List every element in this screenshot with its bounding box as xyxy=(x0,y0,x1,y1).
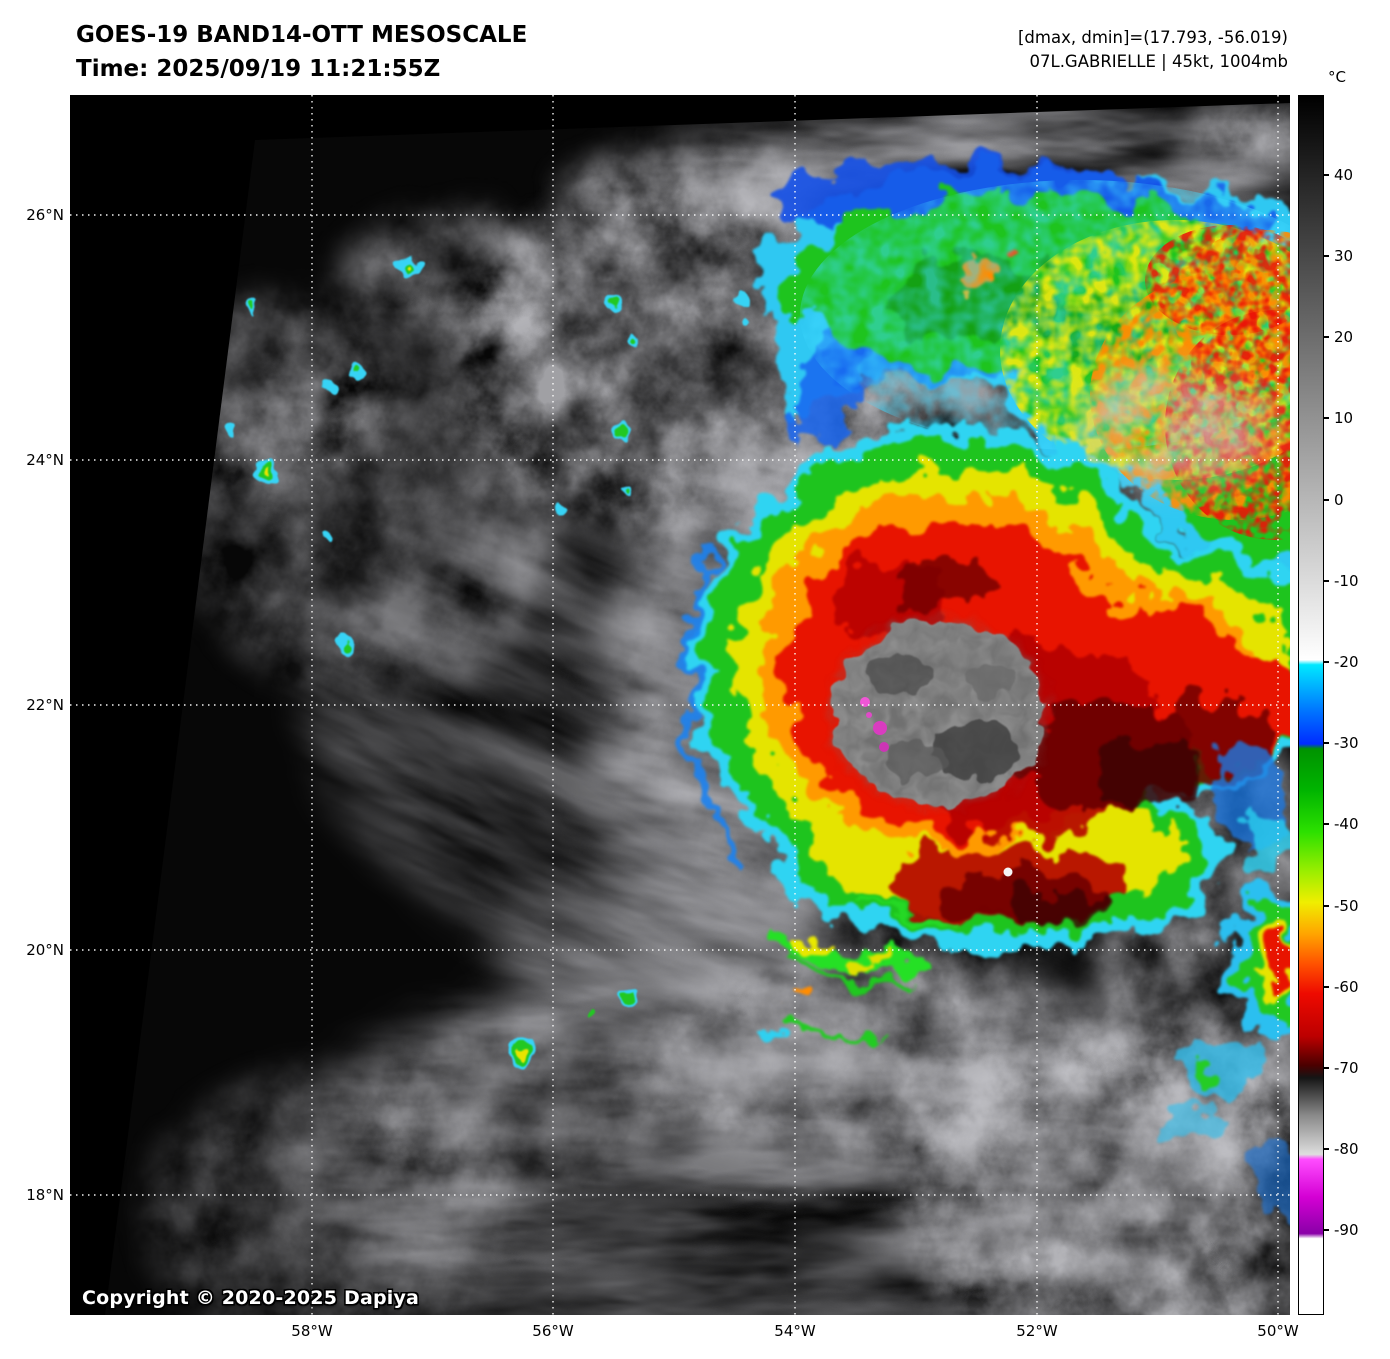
figure-title-block: GOES-19 BAND14-OTT MESOSCALE Time: 2025/… xyxy=(76,18,527,86)
right-edge-convection xyxy=(1160,740,1290,1225)
storm-identity-readout: 07L.GABRIELLE | 45kt, 1004mb xyxy=(1029,52,1289,71)
lat-label-20n: 20°N xyxy=(26,941,64,959)
south-green-arcs xyxy=(764,896,951,1041)
colorbar-tick xyxy=(1324,336,1329,338)
lon-label-52w: 52°W xyxy=(1016,1322,1058,1340)
ne-band-gray-notch xyxy=(1083,103,1290,485)
convective-specks xyxy=(226,256,751,1065)
colorbar-tick xyxy=(1324,1067,1329,1069)
colorbar-label-30: 30 xyxy=(1334,247,1354,265)
lon-label-56w: 56°W xyxy=(532,1322,574,1340)
colorbar-tick xyxy=(1324,661,1329,663)
coldest-tops-magenta xyxy=(860,697,1013,877)
colorbar-tick xyxy=(1324,905,1329,907)
copyright-watermark: Copyright © 2020-2025 Dapiya xyxy=(82,1287,420,1309)
colorbar-tick xyxy=(1324,580,1329,582)
colorbar-label-0: 0 xyxy=(1334,491,1344,509)
figure-timestamp: Time: 2025/09/19 11:21:55Z xyxy=(76,56,441,82)
satellite-map: Copyright © 2020-2025 Dapiya xyxy=(70,95,1290,1315)
colorbar-label--30: -30 xyxy=(1334,734,1359,752)
colorbar-tick xyxy=(1324,499,1329,501)
lon-label-50w: 50°W xyxy=(1257,1322,1299,1340)
colorbar-gradient xyxy=(1298,95,1324,1315)
satellite-data-region xyxy=(105,103,1290,1315)
colorbar-tick xyxy=(1324,986,1329,988)
colorbar-label--70: -70 xyxy=(1334,1059,1359,1077)
colorbar-label--90: -90 xyxy=(1334,1221,1359,1239)
colorbar-label-40: 40 xyxy=(1334,166,1354,184)
lat-label-18n: 18°N xyxy=(26,1186,64,1204)
figure-title: GOES-19 BAND14-OTT MESOSCALE xyxy=(76,22,528,48)
colorbar-tick xyxy=(1324,1148,1329,1150)
colorbar-tick xyxy=(1324,742,1329,744)
colorbar-label--50: -50 xyxy=(1334,897,1359,915)
figure-info-block: [dmax, dmin]=(17.793, -56.019) 07L.GABRI… xyxy=(1018,26,1288,74)
colorbar-tick xyxy=(1324,255,1329,257)
colorbar-label--10: -10 xyxy=(1334,572,1359,590)
colorbar-tick xyxy=(1324,823,1329,825)
lat-label-22n: 22°N xyxy=(26,696,64,714)
storm-center-overcast xyxy=(832,621,1044,805)
dmax-dmin-readout: [dmax, dmin]=(17.793, -56.019) xyxy=(1018,28,1288,47)
satellite-image xyxy=(70,95,1290,1315)
colorbar-tick xyxy=(1324,174,1329,176)
colorbar-label--20: -20 xyxy=(1334,653,1359,671)
colorbar-label--40: -40 xyxy=(1334,815,1359,833)
lon-label-58w: 58°W xyxy=(291,1322,333,1340)
lon-label-54w: 54°W xyxy=(774,1322,816,1340)
colorbar-label-10: 10 xyxy=(1334,409,1354,427)
colorbar-tick xyxy=(1324,1229,1329,1231)
colorbar-label-20: 20 xyxy=(1334,328,1354,346)
colorbar: °C 40 30 20 10 0 -10 -20 -30 -40 -50 -60… xyxy=(1298,68,1390,1315)
colorbar-unit: °C xyxy=(1328,68,1346,86)
colorbar-label--80: -80 xyxy=(1334,1140,1359,1158)
colorbar-label--60: -60 xyxy=(1334,978,1359,996)
lat-label-26n: 26°N xyxy=(26,206,64,224)
colorbar-tick xyxy=(1324,417,1329,419)
lat-label-24n: 24°N xyxy=(26,451,64,469)
